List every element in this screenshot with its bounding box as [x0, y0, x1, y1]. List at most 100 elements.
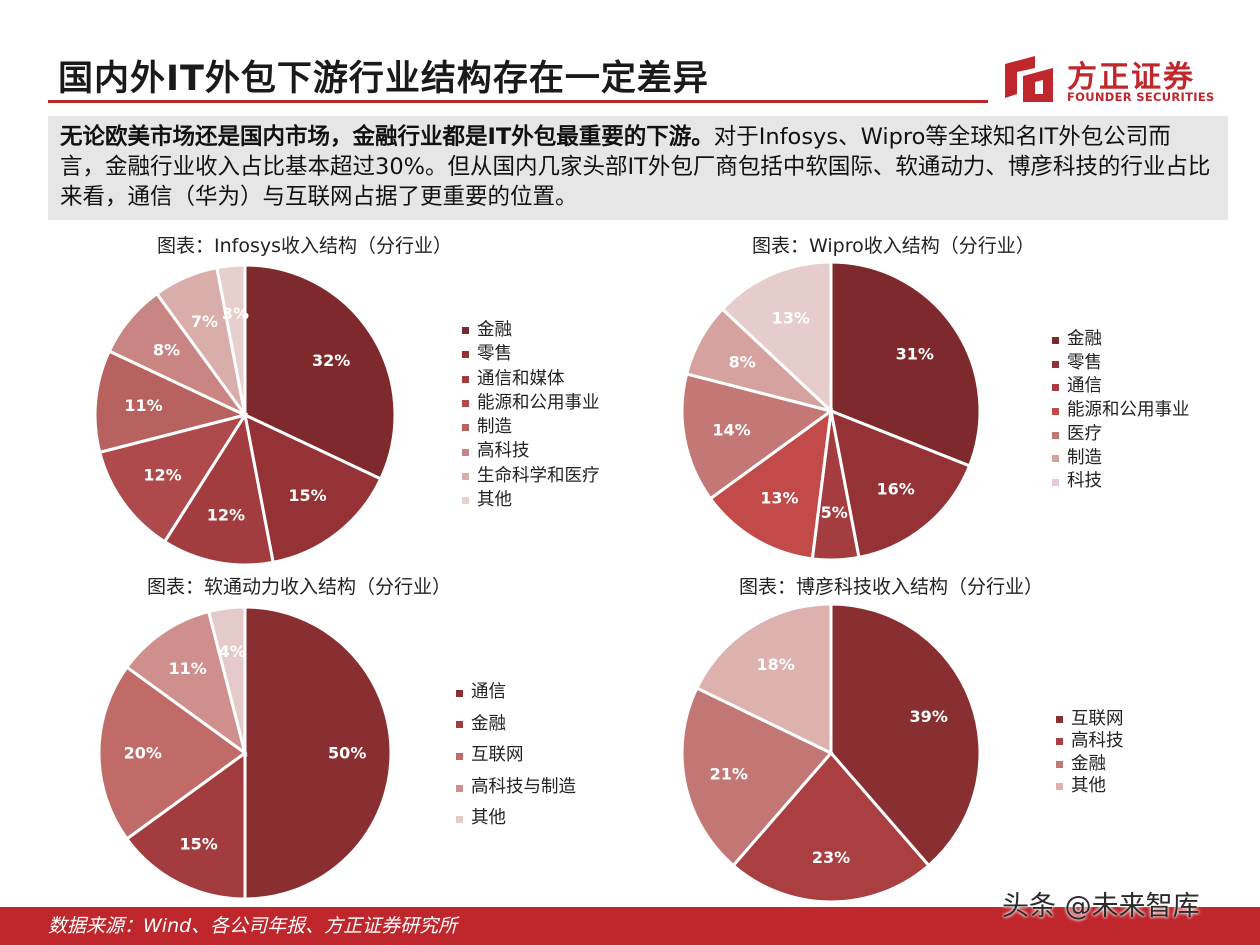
legend-item: 能源和公用事业 [462, 391, 600, 415]
logo-text-en: FOUNDER SECURITIES [1067, 90, 1215, 104]
legend-label: 科技 [1067, 471, 1102, 492]
legend-label: 其他 [1071, 775, 1106, 796]
pie-data-label: 15% [179, 835, 217, 854]
title-divider [48, 100, 988, 103]
pie-slice [215, 263, 247, 416]
chart-title-wipro: 图表：Wipro收入结构（分行业） [752, 235, 1035, 257]
legend-swatch [456, 721, 463, 729]
legend-label: 互联网 [471, 745, 524, 766]
legend-item: 其他 [462, 488, 600, 512]
legend-item: 金融 [456, 709, 576, 741]
legend-swatch [1052, 479, 1059, 487]
legend-swatch [1056, 716, 1063, 724]
pie-slice [708, 407, 833, 561]
pie-slice [124, 750, 247, 901]
pie-slice [243, 605, 393, 901]
legend-item: 高科技与制造 [456, 772, 576, 804]
pie-slice [243, 263, 397, 481]
pie-data-label: 20% [124, 744, 162, 763]
legend-swatch [456, 689, 463, 697]
legend-item: 高科技 [1056, 730, 1124, 752]
pie-data-label: 7% [191, 312, 218, 331]
legend-swatch [1052, 336, 1059, 344]
legend-item: 通信 [456, 677, 576, 709]
legend-label: 金融 [471, 713, 506, 734]
legend-label: 高科技 [1071, 731, 1124, 752]
legend-item: 零售 [1052, 352, 1190, 376]
pie-data-label: 14% [712, 421, 750, 440]
legend-item: 生命科学和医疗 [462, 464, 600, 488]
pie-data-label: 8% [729, 353, 756, 372]
legend-swatch [462, 497, 469, 505]
pie-data-label: 18% [756, 655, 794, 674]
pie-slice [124, 609, 248, 757]
pie-slice [242, 412, 383, 565]
pie-slice [694, 602, 833, 756]
legend-item: 高科技 [462, 439, 600, 463]
pie-data-label: 23% [812, 848, 850, 867]
legend-item: 其他 [1056, 775, 1124, 797]
pie-data-label: 12% [207, 506, 245, 525]
legend-label: 其他 [471, 808, 506, 829]
legend-label: 高科技与制造 [471, 776, 576, 797]
pie-slice [720, 260, 833, 415]
legend-swatch [462, 472, 469, 480]
pie-slice [162, 410, 275, 567]
legend-label: 高科技 [477, 441, 530, 462]
legend-label: 能源和公用事业 [1067, 400, 1190, 421]
pie-data-label: 5% [821, 503, 848, 522]
legend-label: 生命科学和医疗 [477, 465, 600, 486]
legend-label: 制造 [477, 417, 512, 438]
legend-swatch [462, 400, 469, 408]
legend-beyondsoft: 互联网 高科技 金融 其他 [1056, 708, 1124, 797]
pie-data-label: 8% [153, 341, 180, 360]
summary-bold-text: 无论欧美市场还是国内市场，金融行业都是IT外包最重要的下游。 [60, 124, 714, 150]
legend-item: 制造 [462, 415, 600, 439]
legend-label: 制造 [1067, 447, 1102, 468]
pie-data-label: 16% [876, 480, 914, 499]
legend-swatch [1052, 360, 1059, 368]
pie-data-label: 11% [168, 659, 206, 678]
footer-bar [0, 907, 1260, 945]
legend-label: 零售 [1067, 352, 1102, 373]
pie-chart-isoftstone: 50% 15% 20% 11% 4% [97, 605, 393, 901]
pie-slice [829, 408, 972, 560]
legend-label: 零售 [477, 344, 512, 365]
pie-data-label: 4% [219, 642, 246, 661]
summary-text: 对于Infosys、Wipro等全球知名IT外包公司而言，金融行业收入占比基本超… [60, 124, 1211, 210]
pie-chart-wipro: 31% 16% 5% 13% 14% 8% 13% [680, 260, 982, 562]
legend-swatch [1052, 407, 1059, 415]
pie-data-label: 31% [896, 345, 934, 364]
watermark: 头条 @未来智库 [1002, 891, 1200, 922]
pie-slice [97, 412, 249, 544]
legend-item: 医疗 [1052, 423, 1190, 447]
legend-item: 金融 [462, 318, 600, 342]
legend-item: 通信 [1052, 375, 1190, 399]
pie-data-label: 39% [910, 707, 948, 726]
legend-item: 制造 [1052, 447, 1190, 471]
legend-item: 科技 [1052, 470, 1190, 494]
pie-slice [829, 260, 982, 468]
logo-text-cn: 方正证券 [1067, 60, 1195, 95]
legend-item: 金融 [1056, 753, 1124, 775]
legend-label: 金融 [1071, 753, 1106, 774]
legend-item: 金融 [1052, 328, 1190, 352]
legend-isoftstone: 通信金融互联网高科技与制造 其他 [456, 677, 576, 835]
pie-data-label: 13% [772, 309, 810, 328]
legend-swatch [456, 816, 463, 824]
pie-slice [731, 750, 931, 904]
legend-item: 互联网 [1056, 708, 1124, 730]
pie-slice [829, 602, 982, 868]
pie-data-label: 12% [143, 466, 181, 485]
pie-slice [93, 349, 250, 455]
pie-data-label: 11% [124, 396, 162, 415]
data-source: 数据来源：Wind、各公司年报、方正证券研究所 [48, 915, 458, 937]
pie-data-label: 50% [328, 744, 366, 763]
legend-swatch [462, 327, 469, 335]
pie-data-label: 32% [312, 351, 350, 370]
legend-label: 通信 [471, 682, 506, 702]
legend-item: 通信和媒体 [462, 367, 600, 391]
legend-swatch [462, 375, 469, 383]
legend-swatch [462, 351, 469, 359]
pie-slice [680, 372, 835, 501]
